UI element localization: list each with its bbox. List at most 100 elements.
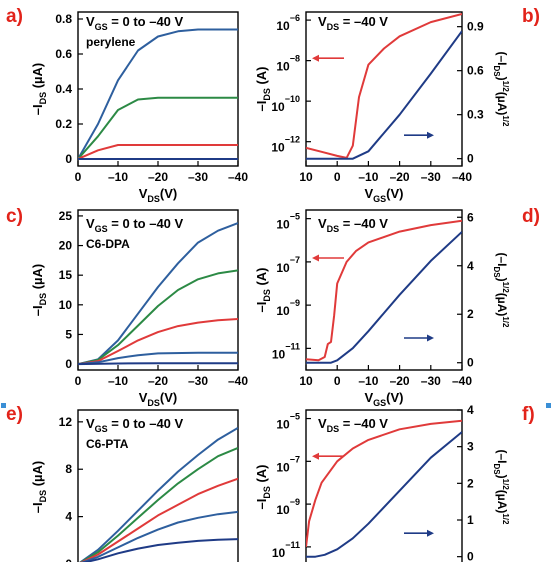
x-axis-label: VDS(V): [139, 186, 178, 204]
y-tick-label: 0.2: [55, 117, 72, 131]
panel-a: 0 –10 –20 –30 –40 0 0.2 0.4 0.6 0.8 a) VGS = 0 to –…: [6, 6, 248, 204]
y2-tick-label: 6: [467, 210, 474, 224]
y-tick-label: 8: [65, 462, 72, 476]
y-axis-label: –IDS (A): [254, 66, 272, 111]
x-tick-label: –10: [358, 170, 378, 184]
plot-frame: [305, 209, 463, 371]
y2-tick-label: 0: [467, 152, 474, 166]
y2-tick-label: 2: [467, 307, 474, 321]
x-tick-label: –40: [228, 374, 248, 388]
plot-area: [306, 419, 462, 558]
series-line-1: [78, 28, 238, 160]
y2-tick-label: 4: [467, 259, 474, 273]
x-tick-label: –40: [228, 170, 248, 184]
y2-axis-label: (–IDS)1/2(µA)1/2: [492, 450, 510, 526]
series-line-1: [79, 426, 238, 562]
y-tick-label: 0.8: [55, 12, 72, 26]
right-axis-arrowhead: [427, 131, 434, 139]
left-axis-arrowhead: [312, 254, 319, 262]
right-axis-arrowhead: [427, 334, 434, 342]
y-tick-label: 10−9: [276, 497, 300, 517]
y-tick-label: 0.6: [55, 47, 72, 61]
plot-area: [306, 219, 462, 364]
series-line-3: [79, 477, 238, 562]
y-tick-label: 10−5: [276, 212, 300, 232]
y-tick-label: 15: [59, 268, 73, 282]
y-tick-label: 25: [59, 209, 73, 223]
y-tick-label: 10−7: [276, 454, 300, 474]
x-tick-label: –30: [421, 374, 441, 388]
y-tick-label: 0.4: [55, 82, 72, 96]
series-line-2: [78, 96, 238, 160]
y-tick-label: 0: [65, 357, 72, 371]
x-tick-label: –10: [108, 170, 128, 184]
y2-tick-label: 4: [467, 403, 474, 417]
panel-label: e): [6, 404, 23, 425]
y-tick-label: 10: [59, 298, 73, 312]
y2-tick-label: 1: [467, 513, 474, 527]
y-tick-label: 20: [59, 239, 73, 253]
x-tick-label: –40: [452, 374, 472, 388]
log-current-line: [306, 219, 462, 362]
x-tick-label: –20: [390, 170, 410, 184]
left-axis-arrowhead: [312, 54, 319, 62]
condition-annotation: VDS = –40 V: [318, 14, 388, 32]
series-line-3: [78, 144, 238, 160]
plot-area: [78, 28, 238, 160]
y-tick-label: 10−5: [276, 412, 300, 432]
panel-c: 0 –10 –20 –30 –40 0 5 10 15 20 25 c) VGS = 0 to –40 …: [6, 206, 248, 408]
condition-annotation: VGS = 0 to –40 V: [86, 416, 184, 434]
sqrt-current-line: [306, 231, 462, 364]
x-tick-label: –10: [358, 374, 378, 388]
series-line-2: [79, 446, 238, 562]
x-tick-label: –10: [108, 374, 128, 388]
y-tick-label: 10−6: [276, 13, 300, 33]
y-tick-label: 10−7: [276, 255, 300, 275]
y-axis-label: –IDS (µA): [30, 461, 48, 514]
x-axis-label: VGS(V): [364, 186, 403, 204]
y-axis-label: –IDS (µA): [30, 264, 48, 317]
log-current-line: [306, 419, 462, 548]
x-tick-label: –30: [188, 170, 208, 184]
left-axis-arrowhead: [312, 452, 319, 460]
selection-handle-left: [1, 403, 6, 408]
panel-label: d): [522, 206, 540, 227]
series-line-4: [78, 351, 238, 366]
panel-d: 10 0 –10 –20 –30 –40 10−11 10−9 10−7 10−5 0 2 4 6 d) VD…: [254, 206, 540, 408]
x-axis-label: VDS(V): [139, 390, 178, 408]
y2-tick-label: 0: [467, 356, 474, 370]
x-tick-label: –20: [390, 374, 410, 388]
y-tick-label: 10−12: [271, 135, 300, 155]
y-tick-label: 10−11: [272, 540, 300, 560]
x-tick-label: 10: [299, 374, 313, 388]
sqrt-current-line: [306, 431, 462, 558]
series-line-3: [78, 318, 238, 366]
y-tick-label: 10−8: [276, 54, 300, 74]
y-tick-label: 4: [65, 510, 72, 524]
panel-label: a): [6, 6, 23, 27]
material-label: C6-PTA: [86, 437, 129, 451]
series-line-2: [78, 269, 238, 366]
x-tick-label: –20: [148, 374, 168, 388]
panel-b: 10 0 –10 –20 –30 –40 10−12 10−10 10−8 10−6 0 0.3 0.6…: [254, 6, 540, 204]
panel-label: c): [6, 206, 23, 227]
y2-tick-label: 0: [467, 550, 474, 562]
panel-label: f): [522, 404, 535, 425]
y-tick-label: 0: [65, 152, 72, 166]
x-tick-label: 0: [334, 374, 341, 388]
y2-axis-label: (–IDS)1/2(µA)1/2: [492, 253, 510, 329]
plot-frame: [305, 11, 463, 167]
plot-area: [79, 426, 238, 562]
y2-tick-label: 0.6: [467, 64, 484, 78]
series-line-5: [82, 538, 238, 562]
x-tick-label: 0: [334, 170, 341, 184]
condition-annotation: VDS = –40 V: [318, 416, 388, 434]
condition-annotation: VGS = 0 to –40 V: [86, 216, 184, 234]
y-axis-label: –IDS (A): [254, 464, 272, 509]
y-tick-label: 10−11: [272, 341, 300, 361]
y2-tick-label: 3: [467, 440, 474, 454]
series-line-1: [78, 222, 238, 366]
y-axis-label: –IDS (µA): [30, 63, 48, 116]
sqrt-current-line: [306, 30, 462, 160]
